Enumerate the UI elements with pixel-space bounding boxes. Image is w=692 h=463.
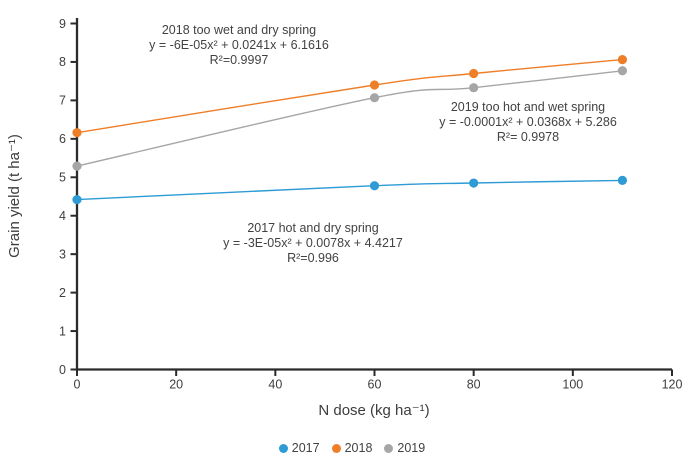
legend-label-2018: 2018 (344, 441, 373, 455)
legend-marker-2019 (384, 443, 394, 453)
data-point-2018-x0 (72, 128, 82, 138)
y-tick-label-4: 4 (59, 209, 66, 223)
data-point-2017-x60 (369, 181, 380, 191)
data-point-2019-x80 (469, 83, 479, 93)
annotation-2017: 2017 hot and dry spring y = -3E-05x² + 0… (223, 221, 403, 266)
data-point-2019-x0 (72, 161, 82, 171)
legend: 2017 2018 2019 (12, 441, 692, 455)
annotation-2019-title: 2019 too hot and wet spring (450, 100, 606, 114)
legend-marker-2018 (331, 443, 341, 453)
annotation-2018-equation: y = -6E-05x² + 0.0241x + 6.1616 (149, 38, 329, 52)
annotation-2018-r2: R²=0.9997 (209, 53, 269, 67)
annotation-2019-r2: R²= 0.9978 (496, 130, 560, 144)
data-point-2018-x80 (469, 68, 479, 79)
x-tick-label-80: 80 (467, 378, 481, 392)
x-tick-label-120: 120 (662, 378, 683, 392)
annotation-2017-title: 2017 hot and dry spring (247, 221, 379, 235)
annotation-2018: 2018 too wet and dry spring y = -6E-05x²… (149, 23, 329, 68)
y-axis-title: Grain yield (t ha⁻¹) (6, 134, 23, 258)
y-tick-label-5: 5 (59, 171, 66, 185)
annotation-2018-title: 2018 too wet and dry spring (161, 23, 317, 37)
legend-item-2018: 2018 (331, 441, 373, 455)
legend-label-2017: 2017 (291, 441, 320, 455)
y-tick-label-3: 3 (59, 247, 66, 261)
y-tick-label-6: 6 (59, 132, 66, 146)
series-line-2018 (76, 58, 623, 134)
x-tick-label-60: 60 (368, 378, 382, 392)
data-point-2018-x110 (617, 55, 628, 65)
data-point-2019-x110 (617, 66, 628, 76)
data-point-2018-x60 (369, 80, 380, 90)
y-tick-label-8: 8 (59, 55, 66, 69)
legend-item-2017: 2017 (278, 441, 320, 455)
data-point-2017-x110 (617, 175, 628, 185)
data-point-2017-x0 (72, 194, 82, 205)
legend-item-2019: 2019 (384, 441, 425, 455)
y-tick-label-0: 0 (59, 363, 66, 377)
annotation-2019: 2019 too hot and wet spring y = -0.0001x… (439, 100, 617, 145)
legend-marker-2017 (278, 443, 288, 453)
data-point-2019-x60 (369, 93, 380, 103)
y-tick-label-2: 2 (59, 286, 66, 300)
data-point-2017-x80 (469, 178, 479, 188)
annotation-2017-equation: y = -3E-05x² + 0.0078x + 4.4217 (223, 236, 403, 250)
annotation-2017-r2: R²=0.996 (287, 251, 339, 265)
annotation-2019-equation: y = -0.0001x² + 0.0368x + 5.286 (439, 115, 617, 129)
x-tick-label-40: 40 (268, 378, 282, 392)
y-tick-label-1: 1 (59, 324, 66, 338)
x-tick-label-0: 0 (74, 378, 81, 392)
series-line-2017 (76, 179, 623, 201)
x-axis-title: N dose (kg ha⁻¹) (318, 402, 430, 419)
legend-label-2019: 2019 (397, 441, 426, 455)
y-tick-label-9: 9 (59, 17, 66, 31)
x-tick-label-100: 100 (562, 378, 583, 392)
x-tick-label-20: 20 (169, 378, 183, 392)
y-tick-label-7: 7 (59, 94, 66, 108)
series-line-2019 (76, 70, 623, 167)
